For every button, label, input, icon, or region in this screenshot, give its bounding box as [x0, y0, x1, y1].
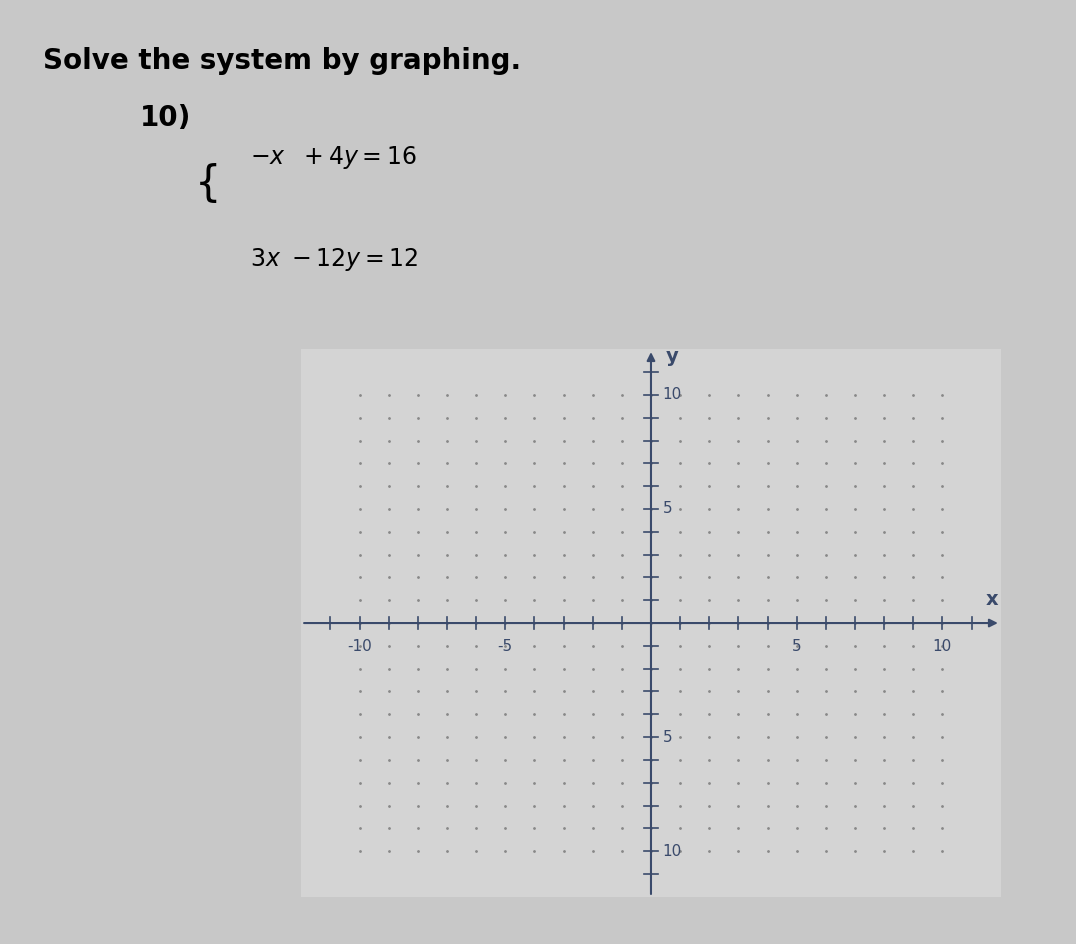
Text: -10: -10	[348, 639, 372, 654]
Text: 10: 10	[663, 844, 682, 859]
Text: y: y	[666, 346, 678, 365]
Text: 5: 5	[792, 639, 802, 654]
Text: 5: 5	[663, 501, 672, 516]
Text: $\{$: $\{$	[194, 161, 217, 205]
Text: Solve the system by graphing.: Solve the system by graphing.	[43, 47, 521, 76]
Text: x: x	[986, 590, 999, 610]
Text: 5: 5	[663, 730, 672, 745]
Text: 10: 10	[663, 387, 682, 402]
Text: $-x\ \ +4y=16$: $-x\ \ +4y=16$	[250, 144, 416, 171]
Text: 10): 10)	[140, 104, 192, 132]
Text: -5: -5	[498, 639, 513, 654]
Text: $3x\ -12y=12$: $3x\ -12y=12$	[250, 246, 419, 273]
Text: 10: 10	[933, 639, 952, 654]
